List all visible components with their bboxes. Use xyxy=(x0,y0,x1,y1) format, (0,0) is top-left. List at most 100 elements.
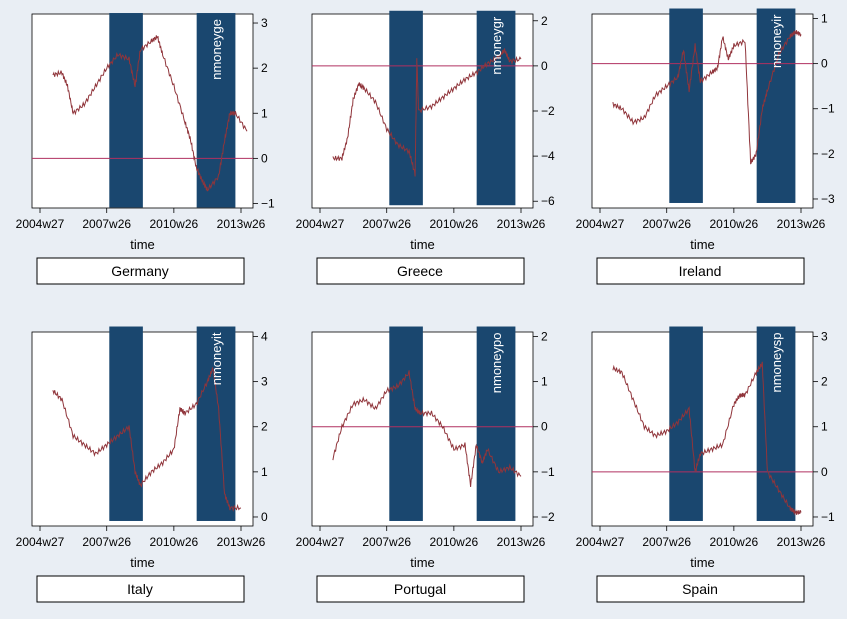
panel-caption: Portugal xyxy=(394,581,446,597)
x-tick-label: 2007w26 xyxy=(82,535,131,549)
shaded-periods xyxy=(669,326,796,521)
y-tick-label: 1 xyxy=(821,12,828,26)
shaded-band xyxy=(476,326,516,521)
shaded-periods xyxy=(389,326,516,521)
x-tick-label: 2010w26 xyxy=(429,217,478,231)
x-tick-label: 2010w26 xyxy=(709,217,758,231)
x-tick-label: 2010w26 xyxy=(149,217,198,231)
series-line xyxy=(332,370,522,487)
shaded-band xyxy=(196,13,236,208)
x-tick-label: 2007w26 xyxy=(362,217,411,231)
y-tick-label: 1 xyxy=(541,375,548,389)
panel-caption-box xyxy=(596,257,805,285)
y-tick-label: 0 xyxy=(541,59,548,73)
shaded-band xyxy=(669,8,703,203)
panel-portugal: nmoneypo −2 −1 0 1 2 2004w27 2007w26 2010w26 2013… xyxy=(296,326,555,603)
x-tick-label: 2010w26 xyxy=(429,535,478,549)
panel-caption-box xyxy=(316,575,525,603)
panel-caption-box xyxy=(596,575,805,603)
panel-spain: nmoneysp −1 0 1 2 3 2004w27 2007w26 2010w26 2013w… xyxy=(576,326,835,603)
series-line xyxy=(612,361,802,516)
x-tick-label: 2004w27 xyxy=(296,217,345,231)
x-axis-title: time xyxy=(690,237,715,252)
y-tick-label: 1 xyxy=(821,420,828,434)
series-line xyxy=(612,30,802,165)
x-axis-title: time xyxy=(410,555,435,570)
panel-greece: nmoneygr −6 −4 −2 0 2 2004w27 2007w26 2010w26 201… xyxy=(296,10,555,285)
shaded-periods xyxy=(109,326,236,521)
y-tick-label: −3 xyxy=(821,192,835,206)
x-tick-label: 2013w26 xyxy=(497,217,546,231)
panel-caption: Italy xyxy=(127,581,153,597)
y-tick-label: 1 xyxy=(261,106,268,120)
panel-caption-box xyxy=(316,257,525,285)
x-tick-label: 2004w27 xyxy=(576,217,625,231)
x-tick-label: 2004w27 xyxy=(16,535,65,549)
shaded-band xyxy=(109,13,143,208)
panel-caption-box xyxy=(36,575,245,603)
x-tick-label: 2007w26 xyxy=(642,217,691,231)
panel-caption: Spain xyxy=(682,581,718,597)
shaded-band xyxy=(196,326,236,521)
y-tick-label: −2 xyxy=(821,147,835,161)
y-tick-label: −4 xyxy=(541,149,555,163)
x-tick-label: 2013w26 xyxy=(217,535,266,549)
y-tick-label: −2 xyxy=(541,104,555,118)
x-tick-label: 2013w26 xyxy=(217,217,266,231)
y-tick-label: −6 xyxy=(541,194,555,208)
x-axis-title: time xyxy=(130,237,155,252)
panel-caption: Ireland xyxy=(679,263,722,279)
x-tick-label: 2013w26 xyxy=(497,535,546,549)
x-tick-label: 2013w26 xyxy=(777,535,826,549)
y-tick-label: 2 xyxy=(261,420,268,434)
panel-germany: nmoneyge −1 0 1 2 3 2004w27 2007w26 2010w26 2013w… xyxy=(16,13,275,285)
y-tick-label: −1 xyxy=(821,102,835,116)
series-label: nmoneygr xyxy=(489,16,504,74)
y-tick-label: 1 xyxy=(261,465,268,479)
series-label: nmoneysp xyxy=(769,333,784,393)
y-tick-label: −1 xyxy=(261,196,275,210)
shaded-periods xyxy=(389,10,516,206)
panel-ireland: nmoneyir −3 −2 −1 0 1 2004w27 2007w26 2010w26 201… xyxy=(576,8,835,285)
series-label: nmoneypo xyxy=(489,333,504,394)
x-axis-title: time xyxy=(410,237,435,252)
series-line xyxy=(52,35,248,192)
y-tick-label: 3 xyxy=(821,330,828,344)
y-tick-label: 3 xyxy=(261,16,268,30)
y-tick-label: 2 xyxy=(541,14,548,28)
y-tick-label: 0 xyxy=(541,420,548,434)
shaded-band xyxy=(756,326,796,521)
shaded-periods xyxy=(109,13,236,208)
shaded-band xyxy=(389,326,423,521)
series-line xyxy=(332,48,522,177)
panel-caption: Greece xyxy=(397,263,443,279)
x-tick-label: 2007w26 xyxy=(642,535,691,549)
y-tick-label: 0 xyxy=(821,465,828,479)
x-axis-title: time xyxy=(130,555,155,570)
shaded-band xyxy=(669,326,703,521)
x-tick-label: 2004w27 xyxy=(576,535,625,549)
x-tick-label: 2013w26 xyxy=(777,217,826,231)
y-tick-label: 2 xyxy=(541,330,548,344)
y-tick-label: −1 xyxy=(821,510,835,524)
series-label: nmoneyit xyxy=(209,332,224,385)
y-tick-label: −1 xyxy=(541,465,555,479)
panel-caption-box xyxy=(36,257,245,285)
x-tick-label: 2007w26 xyxy=(82,217,131,231)
y-tick-label: 2 xyxy=(821,375,828,389)
x-tick-label: 2010w26 xyxy=(709,535,758,549)
y-tick-label: 0 xyxy=(261,510,268,524)
x-tick-label: 2010w26 xyxy=(149,535,198,549)
x-tick-label: 2004w27 xyxy=(296,535,345,549)
panel-italy: nmoneyit 0 1 2 3 4 2004w27 2007w26 2010w26 2013w2… xyxy=(16,326,268,603)
y-tick-label: 0 xyxy=(821,57,828,71)
series-line xyxy=(52,367,242,512)
y-tick-label: 0 xyxy=(261,151,268,165)
x-tick-label: 2004w27 xyxy=(16,217,65,231)
y-tick-label: −2 xyxy=(541,510,555,524)
shaded-band xyxy=(476,10,516,206)
y-tick-label: 3 xyxy=(261,375,268,389)
panel-caption: Germany xyxy=(111,263,169,279)
y-tick-label: 4 xyxy=(261,330,268,344)
